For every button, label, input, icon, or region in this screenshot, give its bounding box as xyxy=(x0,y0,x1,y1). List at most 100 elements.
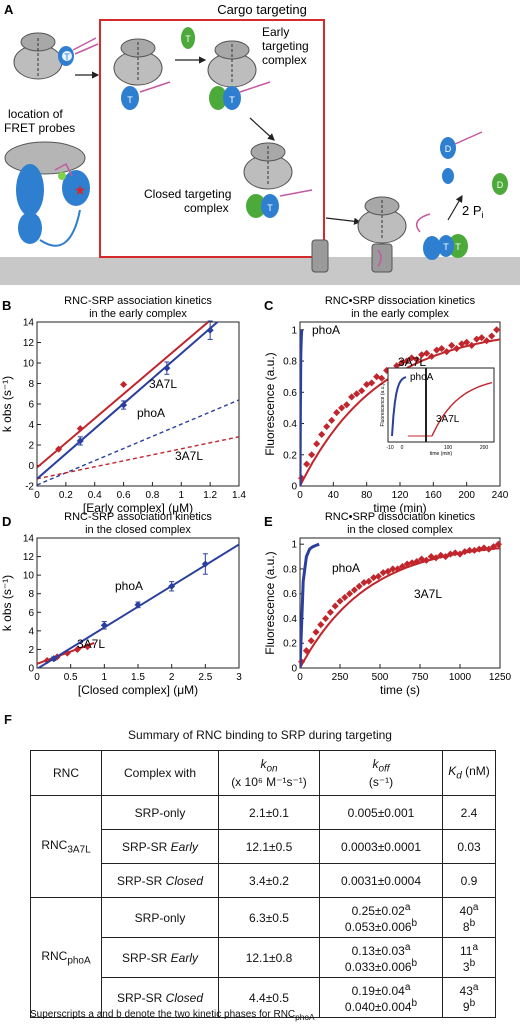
data-point-3A7L xyxy=(83,643,92,651)
data-point-3A7L xyxy=(379,569,387,577)
acceptor-probe-icon: ★ xyxy=(74,182,87,198)
data-point-phoA xyxy=(76,437,84,445)
x-tick-label: 0.2 xyxy=(59,490,73,501)
data-point-3A7L xyxy=(358,387,366,395)
annotation-label: phoA xyxy=(312,323,340,337)
closed-label-2: complex xyxy=(184,201,229,215)
data-point-3A7L xyxy=(55,445,63,453)
summary-table: RNC Complex with kon (x 10⁶ M⁻¹s⁻¹) koff(… xyxy=(30,750,496,1018)
y-axis-label: Fluorescence (a.u.) xyxy=(263,352,277,455)
panel-letter: E xyxy=(264,514,273,529)
data-point-3A7L xyxy=(432,554,440,562)
y-tick-label: 14 xyxy=(23,318,35,329)
early-label-3: complex xyxy=(262,53,307,67)
kon-cell: 4.4±0.5 xyxy=(218,977,320,1018)
y-axis-label: k obs (s⁻¹) xyxy=(0,575,14,631)
data-point-3A7L xyxy=(308,451,316,459)
x-tick-label: 1.5 xyxy=(131,672,145,683)
arrow-icon xyxy=(249,117,275,141)
svg-text:T: T xyxy=(64,52,70,62)
y-tick-label: 6 xyxy=(28,608,34,619)
data-point-3A7L xyxy=(353,390,361,398)
panel-letter: C xyxy=(264,298,274,313)
data-point-3A7L xyxy=(323,423,331,431)
kon-cell: 12.1±0.5 xyxy=(218,829,320,864)
y-axis-label: Fluorescence (a.u.) xyxy=(263,551,277,654)
y-tick-label: 0 xyxy=(291,482,297,493)
data-point-3A7L xyxy=(341,593,349,601)
data-point-phoA xyxy=(100,621,108,629)
data-point-3A7L xyxy=(333,409,341,417)
y-tick-label: 2 xyxy=(28,645,34,656)
data-point-3A7L xyxy=(448,341,456,349)
y-tick-label: 0.8 xyxy=(283,564,297,575)
data-point-3A7L xyxy=(437,551,445,559)
panel-a: A Cargo targeting T location of FRET pro… xyxy=(0,2,520,285)
data-point-3A7L xyxy=(470,546,478,554)
data-point-3A7L xyxy=(302,647,310,655)
x-tick-label: 160 xyxy=(425,490,442,501)
inset-label: 3A7L xyxy=(436,414,460,425)
y-tick-label: 0.8 xyxy=(283,357,297,368)
x-tick-label: 1.2 xyxy=(203,490,217,501)
data-point-3A7L xyxy=(322,614,330,623)
data-point-3A7L xyxy=(438,345,446,353)
x-tick-label: 0.6 xyxy=(117,490,131,501)
complex-cell: SRP-only xyxy=(101,795,219,830)
x-tick-label: 1000 xyxy=(449,672,472,683)
kon-cell: 2.1±0.1 xyxy=(218,795,320,830)
y-tick-label: 6 xyxy=(28,400,34,411)
inset-tick-label: 0 xyxy=(401,445,404,451)
data-point-phoA xyxy=(50,655,58,663)
data-point-3A7L xyxy=(394,565,402,573)
y-tick-label: 14 xyxy=(23,534,35,545)
y-tick-label: 0.6 xyxy=(283,589,297,600)
table-row: SRP-SR Early 12.1±0.8 0.13±0.03a 0.033±0.00… xyxy=(31,937,496,978)
svg-text:D: D xyxy=(445,144,452,154)
inset-tick-label: 200 xyxy=(480,445,489,451)
data-point-3A7L xyxy=(374,572,382,580)
chart-subtitle: in the closed complex xyxy=(347,524,453,536)
donor-probe-icon xyxy=(58,172,66,180)
cargo-targeting-title: Cargo targeting xyxy=(217,2,307,17)
arrow-icon xyxy=(325,217,362,225)
data-point-3A7L xyxy=(378,374,386,382)
y-tick-label: 0 xyxy=(28,664,34,675)
table-title: Summary of RNC binding to SRP during tar… xyxy=(128,728,392,742)
x-axis-label: time (s) xyxy=(380,683,420,697)
svg-text:T: T xyxy=(229,95,235,105)
panel-letter: B xyxy=(2,298,11,313)
x-tick-label: 200 xyxy=(458,490,475,501)
koff-cell: 0.0031±0.0004 xyxy=(319,863,443,898)
data-point-3A7L xyxy=(355,582,363,590)
header-kon: kon (x 10⁶ M⁻¹s⁻¹) xyxy=(218,750,320,796)
complex-cell: SRP-SR Closed xyxy=(101,977,219,1018)
data-point-3A7L xyxy=(403,560,411,568)
data-point-3A7L xyxy=(348,393,356,401)
data-point-3A7L xyxy=(428,352,436,360)
fret-label-2: FRET probes xyxy=(4,121,75,135)
y-tick-label: 0 xyxy=(291,664,297,675)
rnc-cell: RNCphoA xyxy=(30,897,102,1018)
header-rnc: RNC xyxy=(30,750,102,796)
plot-frame xyxy=(36,321,240,487)
koff-cell: 0.25±0.02a 0.053±0.006b xyxy=(319,897,443,938)
data-point-3A7L xyxy=(307,637,315,645)
x-tick-label: 0 xyxy=(297,490,303,501)
annotation-label: phoA xyxy=(332,561,360,575)
dashed-line-phoA xyxy=(37,399,239,486)
data-point-3A7L xyxy=(398,562,406,571)
y-tick-label: 12 xyxy=(23,338,35,349)
data-point-3A7L xyxy=(442,553,450,561)
fret-probe-illustration: ★ xyxy=(4,141,90,247)
data-point-3A7L xyxy=(490,543,498,551)
kon-cell: 12.1±0.8 xyxy=(218,937,320,978)
kd-cell: 0.03 xyxy=(442,829,496,864)
data-point-3A7L xyxy=(312,628,320,636)
data-point-phoA xyxy=(120,401,128,409)
data-point-3A7L xyxy=(466,546,474,554)
ribosome-icon: T xyxy=(113,38,171,110)
y-tick-label: 2 xyxy=(28,441,34,452)
inset-label: phoA xyxy=(410,372,434,383)
y-tick-label: 1 xyxy=(291,325,297,336)
